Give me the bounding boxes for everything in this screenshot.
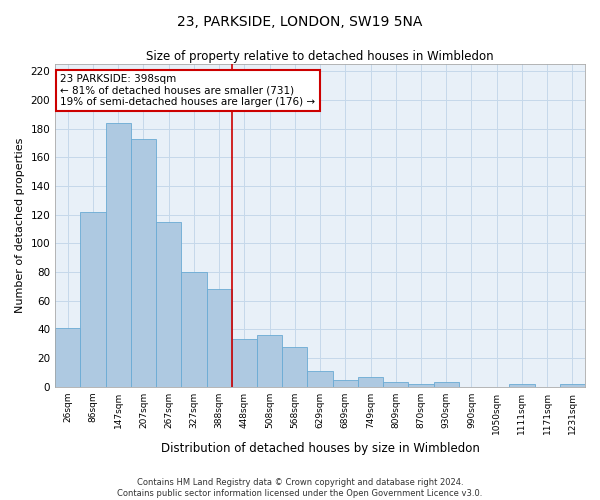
Title: Size of property relative to detached houses in Wimbledon: Size of property relative to detached ho…	[146, 50, 494, 63]
X-axis label: Distribution of detached houses by size in Wimbledon: Distribution of detached houses by size …	[161, 442, 479, 455]
Bar	[509, 384, 535, 386]
Bar	[232, 340, 257, 386]
Bar	[181, 272, 206, 386]
Bar	[206, 289, 232, 386]
Bar	[282, 346, 307, 387]
Bar	[257, 335, 282, 386]
Text: 23, PARKSIDE, LONDON, SW19 5NA: 23, PARKSIDE, LONDON, SW19 5NA	[178, 15, 422, 29]
Text: 23 PARKSIDE: 398sqm
← 81% of detached houses are smaller (731)
19% of semi-detac: 23 PARKSIDE: 398sqm ← 81% of detached ho…	[61, 74, 316, 107]
Bar	[358, 376, 383, 386]
Bar	[80, 212, 106, 386]
Bar	[409, 384, 434, 386]
Y-axis label: Number of detached properties: Number of detached properties	[15, 138, 25, 313]
Bar	[55, 328, 80, 386]
Bar	[131, 138, 156, 386]
Bar	[307, 371, 332, 386]
Bar	[106, 123, 131, 386]
Bar	[560, 384, 585, 386]
Bar	[434, 382, 459, 386]
Bar	[383, 382, 409, 386]
Bar	[156, 222, 181, 386]
Text: Contains HM Land Registry data © Crown copyright and database right 2024.
Contai: Contains HM Land Registry data © Crown c…	[118, 478, 482, 498]
Bar	[332, 380, 358, 386]
